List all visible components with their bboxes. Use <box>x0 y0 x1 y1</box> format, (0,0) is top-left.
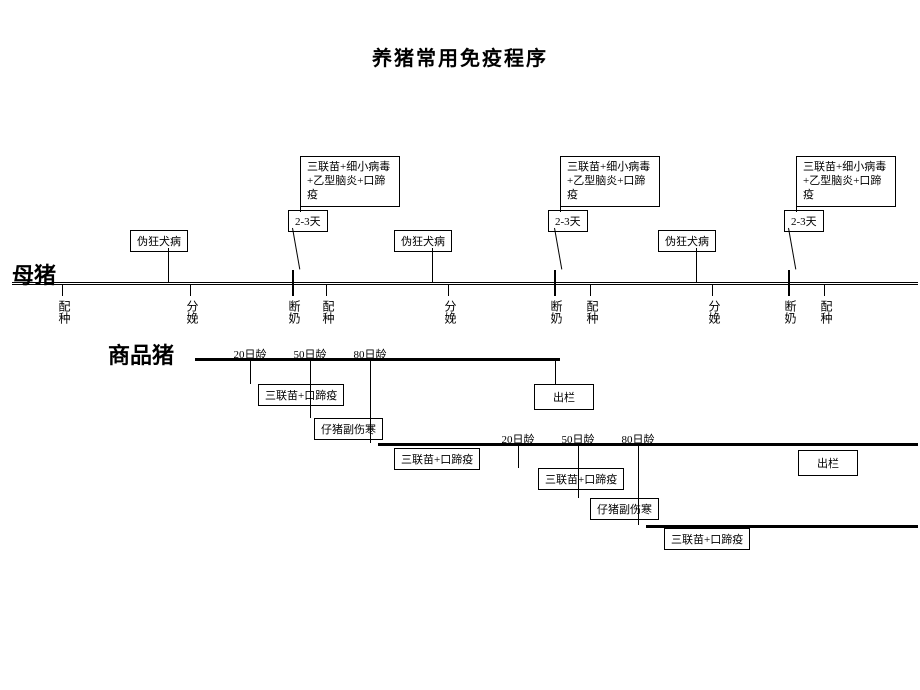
sow-event-label: 分娩 <box>706 300 723 324</box>
connector <box>788 228 796 270</box>
connector <box>168 248 169 282</box>
connector <box>578 453 579 498</box>
vaccine-box: 三联苗+口蹄疫 <box>538 468 624 490</box>
sow-event-label: 分娩 <box>442 300 459 324</box>
vaccine-callout: 三联苗+细小病毒+乙型脑炎+口蹄疫 <box>300 156 400 207</box>
pseudorabies-box: 伪狂犬病 <box>394 230 452 252</box>
connector <box>432 248 433 282</box>
pseudorabies-box: 伪狂犬病 <box>658 230 716 252</box>
sow-tick <box>190 284 191 296</box>
sow-tick-strong <box>292 270 294 296</box>
connector <box>554 228 562 270</box>
vaccine-box: 三联苗+口蹄疫 <box>664 528 750 550</box>
sow-tick-strong <box>554 270 556 296</box>
age-label: 80日龄 <box>354 346 387 362</box>
market-c-line <box>646 525 918 528</box>
connector <box>560 200 561 212</box>
sow-event-label: 断奶 <box>782 300 799 324</box>
sow-event-label: 配种 <box>56 300 73 324</box>
vaccine-callout: 三联苗+细小病毒+乙型脑炎+口蹄疫 <box>560 156 660 207</box>
sow-tick <box>326 284 327 296</box>
connector <box>696 248 697 282</box>
page-title: 养猪常用免疫程序 <box>0 42 920 71</box>
sow-event-label: 断奶 <box>548 300 565 324</box>
sow-event-label: 配种 <box>320 300 337 324</box>
connector <box>638 453 639 525</box>
days-box: 2-3天 <box>288 210 328 232</box>
connector <box>796 200 797 212</box>
sow-tick <box>62 284 63 296</box>
out-box: 出栏 <box>534 384 594 410</box>
connector <box>555 361 556 384</box>
connector <box>250 368 251 384</box>
age-label: 50日龄 <box>562 431 595 447</box>
pseudorabies-box: 伪狂犬病 <box>130 230 188 252</box>
vaccine-box: 仔猪副伤寒 <box>314 418 383 440</box>
sow-tick <box>824 284 825 296</box>
sow-event-label: 配种 <box>584 300 601 324</box>
age-label: 80日龄 <box>622 431 655 447</box>
age-label: 20日龄 <box>234 346 267 362</box>
days-box: 2-3天 <box>784 210 824 232</box>
vaccine-box: 三联苗+口蹄疫 <box>394 448 480 470</box>
connector <box>370 368 371 443</box>
sow-tick <box>590 284 591 296</box>
sow-event-label: 断奶 <box>286 300 303 324</box>
row-label-sow: 母猪 <box>12 258 56 290</box>
sow-tick-strong <box>788 270 790 296</box>
sow-event-label: 分娩 <box>184 300 201 324</box>
sow-tick <box>712 284 713 296</box>
connector <box>300 200 301 212</box>
vaccine-box: 仔猪副伤寒 <box>590 498 659 520</box>
vaccine-box: 三联苗+口蹄疫 <box>258 384 344 406</box>
connector <box>310 368 311 418</box>
sow-event-label: 配种 <box>818 300 835 324</box>
out-box: 出栏 <box>798 450 858 476</box>
connector <box>292 228 300 270</box>
age-label: 20日龄 <box>502 431 535 447</box>
connector <box>518 453 519 468</box>
age-label: 50日龄 <box>294 346 327 362</box>
sow-axis-line <box>12 282 918 285</box>
sow-tick <box>448 284 449 296</box>
vaccine-callout: 三联苗+细小病毒+乙型脑炎+口蹄疫 <box>796 156 896 207</box>
row-label-market: 商品猪 <box>108 338 174 370</box>
